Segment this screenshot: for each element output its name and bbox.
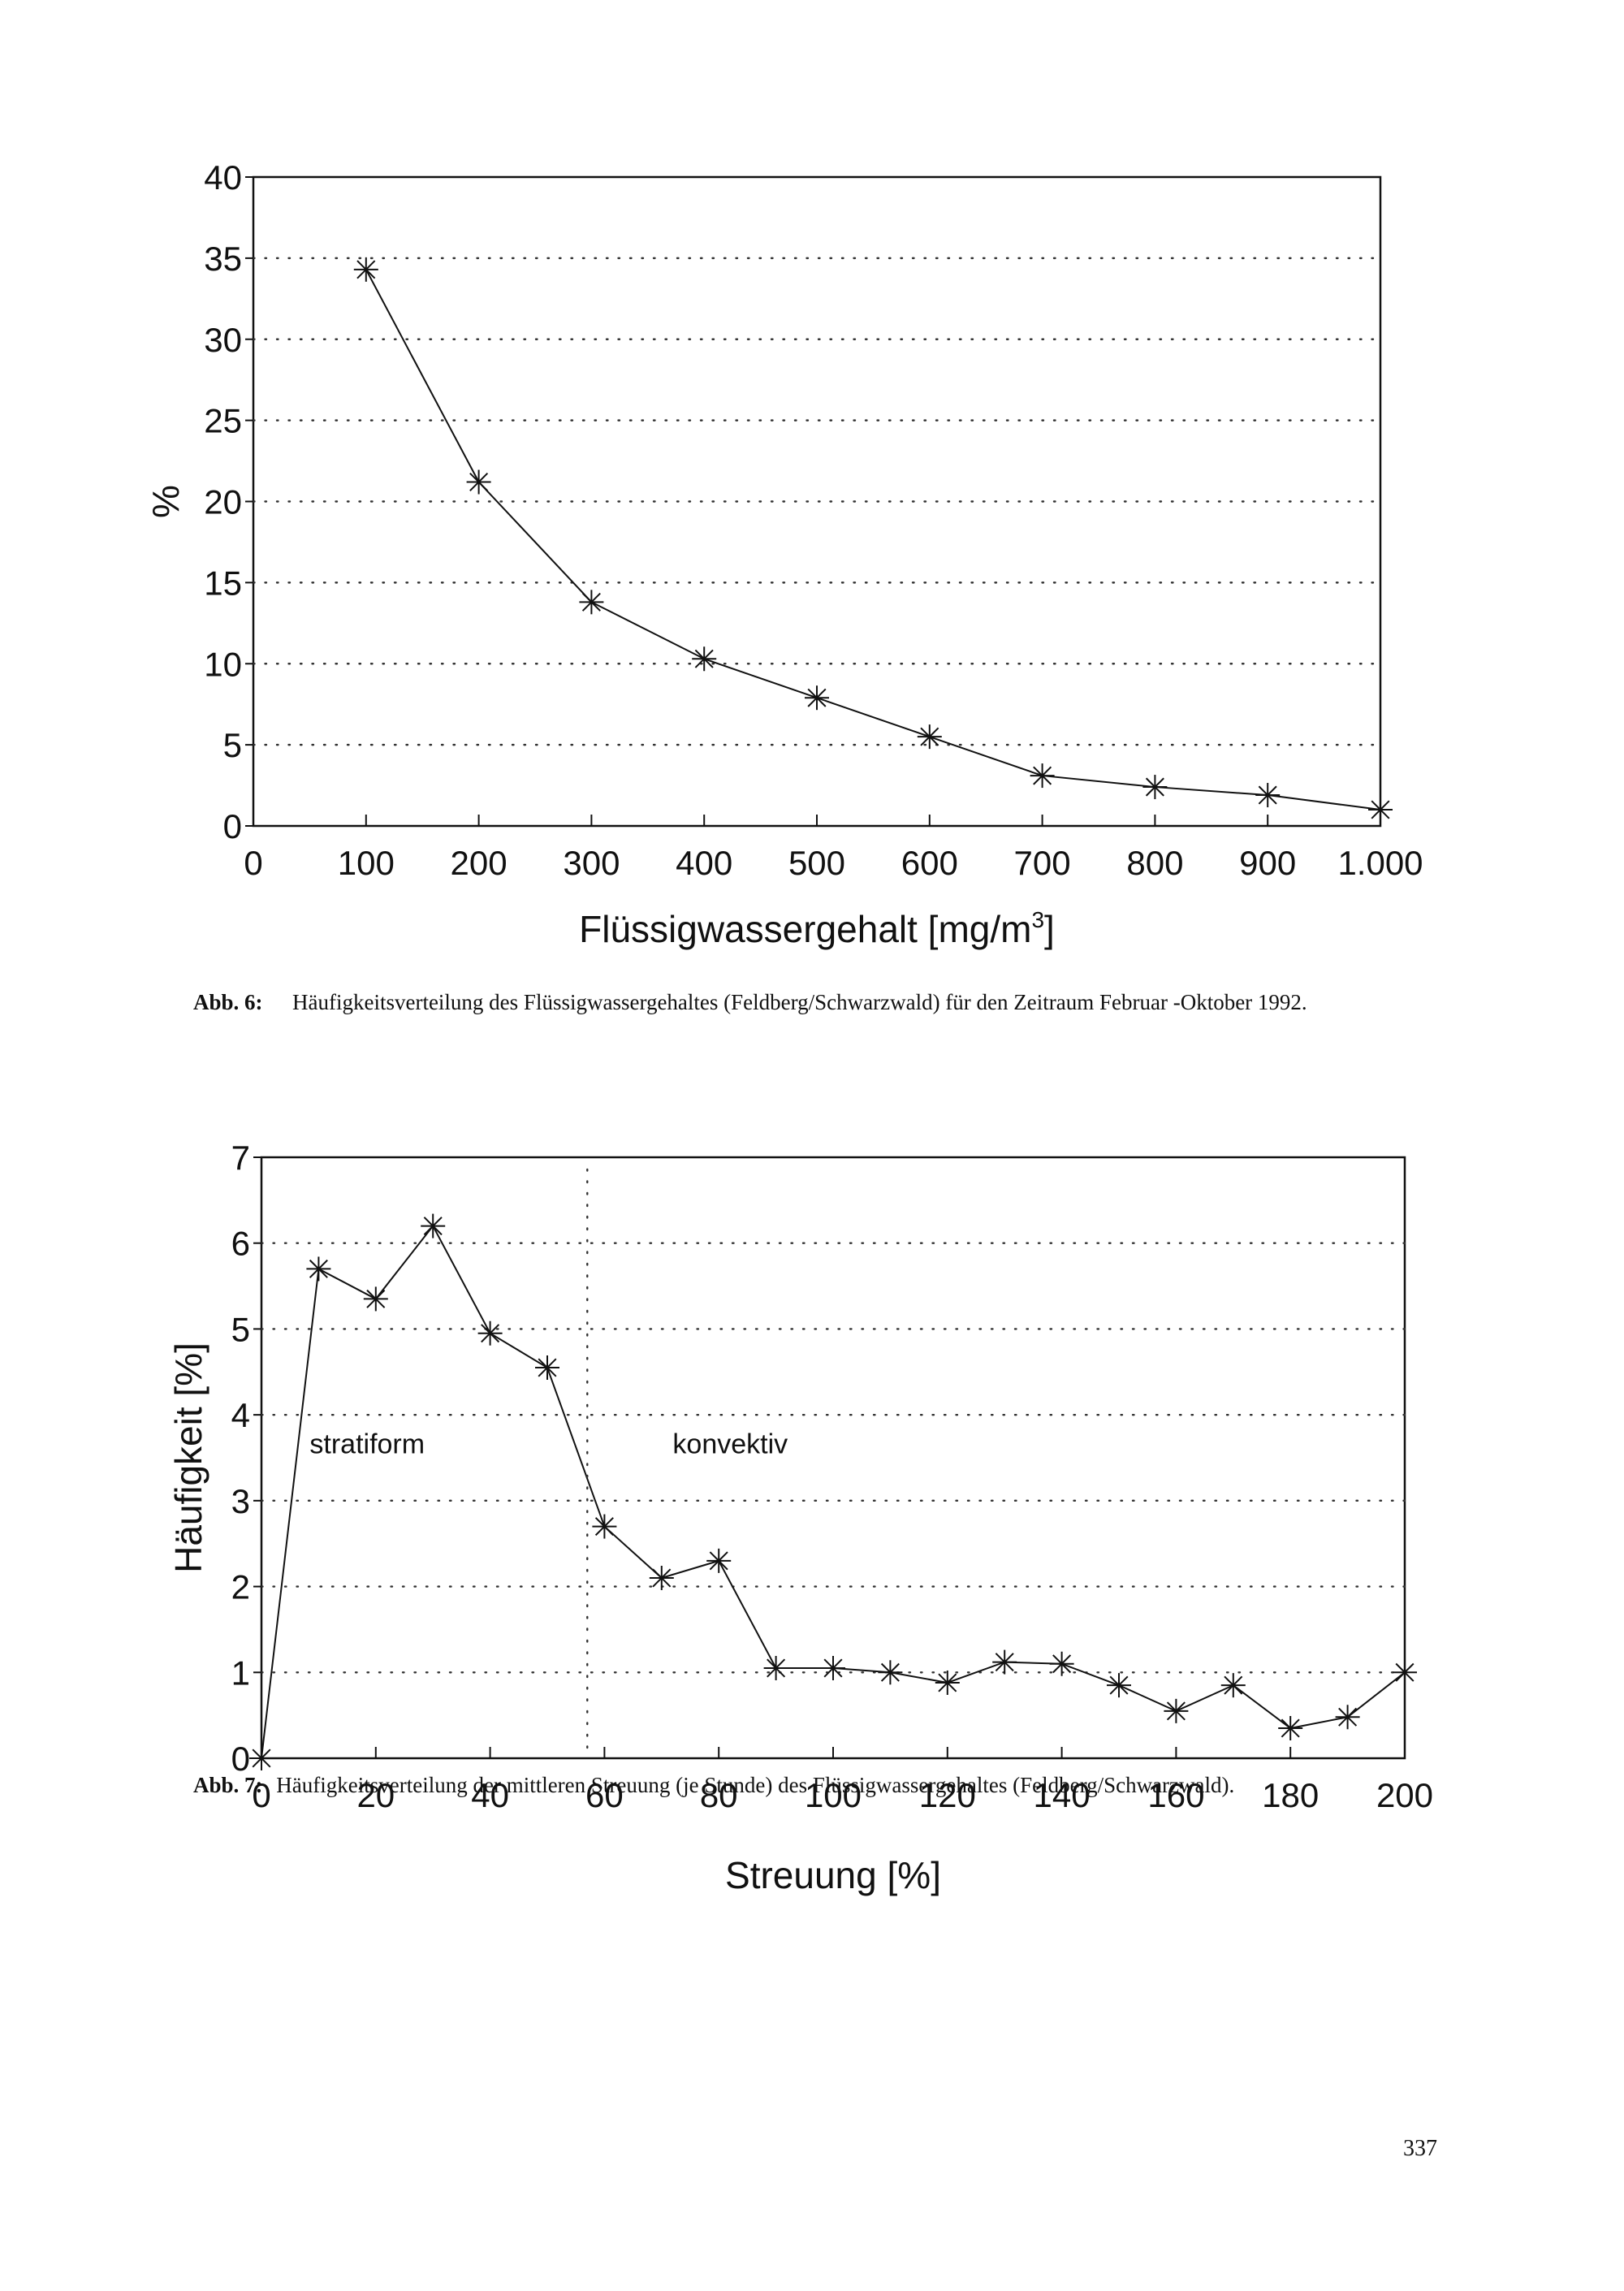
figure-7-text: Häufigkeitsverteilung der mittleren Stre…	[276, 1773, 1235, 1797]
data-point	[763, 1656, 788, 1680]
x-tick-label: 40	[471, 1776, 509, 1814]
data-point	[1368, 798, 1393, 823]
x-tick-label: 1.000	[1337, 844, 1423, 882]
x-tick-label: 300	[563, 844, 620, 882]
data-point	[917, 724, 942, 750]
y-tick-label: 5	[223, 726, 242, 764]
data-point	[363, 1286, 388, 1312]
x-tick-label: 200	[1376, 1776, 1433, 1814]
x-tick-label: 700	[1014, 844, 1071, 882]
x-tick-label: 0	[244, 844, 262, 882]
data-line	[365, 269, 1381, 811]
y-tick-label: 2	[231, 1568, 250, 1606]
data-point	[353, 257, 378, 282]
data-point	[1030, 763, 1055, 789]
data-point	[1107, 1673, 1131, 1698]
y-axis-label: %	[145, 485, 187, 518]
figure-6-caption: Abb. 6: Häufigkeitsverteilung des Flüssi…	[193, 989, 1436, 1016]
data-point	[1049, 1651, 1074, 1676]
x-tick-label: 80	[700, 1776, 738, 1814]
data-point	[249, 1746, 274, 1770]
x-tick-label: 140	[1034, 1776, 1091, 1814]
data-point	[821, 1656, 845, 1680]
x-axis-label: Flüssigwassergehalt [mg/m3]	[579, 907, 1055, 950]
data-point	[878, 1660, 903, 1685]
x-tick-label: 20	[356, 1776, 395, 1814]
data-point	[805, 685, 829, 711]
data-point	[1220, 1673, 1246, 1698]
y-tick-label: 20	[204, 483, 242, 521]
annotation-stratiform: stratiform	[309, 1429, 425, 1460]
figure-6-label: Abb. 6:	[193, 990, 263, 1014]
data-point	[706, 1548, 732, 1573]
data-point	[992, 1649, 1017, 1675]
x-tick-label: 60	[585, 1776, 624, 1814]
y-axis-label: Häufigkeit [%]	[167, 1342, 209, 1573]
y-tick-label: 30	[204, 321, 242, 359]
y-tick-label: 10	[204, 645, 242, 683]
data-point	[1393, 1660, 1417, 1685]
x-tick-label: 180	[1262, 1776, 1319, 1814]
x-tick-label: 0	[252, 1776, 270, 1814]
x-tick-label: 100	[338, 844, 395, 882]
x-tick-label: 100	[805, 1776, 862, 1814]
y-tick-label: 0	[231, 1740, 250, 1778]
data-point	[1335, 1705, 1360, 1730]
y-tick-label: 4	[231, 1396, 250, 1434]
y-tick-label: 3	[231, 1482, 250, 1520]
y-tick-label: 6	[231, 1225, 250, 1263]
x-tick-label: 600	[901, 844, 958, 882]
annotation-konvektiv: konvektiv	[672, 1429, 788, 1460]
data-point	[535, 1355, 559, 1380]
data-point	[306, 1256, 331, 1282]
data-point	[477, 1321, 503, 1346]
data-point	[466, 469, 491, 495]
x-tick-label: 800	[1126, 844, 1183, 882]
x-tick-label: 120	[919, 1776, 976, 1814]
x-tick-label: 900	[1239, 844, 1296, 882]
data-point	[1278, 1716, 1303, 1740]
x-axis-label: Streuung [%]	[725, 1854, 941, 1896]
data-point	[649, 1566, 674, 1590]
data-point	[421, 1213, 446, 1238]
chart-scatter-distribution: 0 1 2 3 4 5 6 7 0 20 40 60 80 100 120 140 160 180 200 Häufi…	[167, 1139, 1433, 1896]
data-point	[1142, 775, 1168, 800]
figure-7-caption: Abb. 7: Häufigkeitsverteilung der mittle…	[193, 1772, 1492, 1799]
y-tick-label: 5	[231, 1310, 250, 1348]
y-tick-label: 7	[231, 1139, 250, 1177]
data-point	[1164, 1698, 1189, 1723]
y-tick-label: 35	[204, 240, 242, 278]
x-tick-label: 160	[1147, 1776, 1204, 1814]
y-tick-label: 25	[204, 402, 242, 440]
x-tick-label: 500	[788, 844, 845, 882]
y-tick-label: 0	[223, 807, 242, 845]
data-point	[579, 590, 604, 615]
x-tick-label: 400	[676, 844, 732, 882]
data-point	[692, 646, 717, 672]
page-number: 337	[1403, 2136, 1437, 2161]
y-tick-label: 40	[204, 158, 242, 197]
data-point	[935, 1670, 960, 1695]
x-tick-label: 200	[451, 844, 508, 882]
y-tick-label: 1	[231, 1653, 250, 1692]
data-point	[592, 1514, 617, 1539]
data-point	[1255, 783, 1281, 808]
y-tick-label: 15	[204, 564, 242, 602]
figure-6-text: Häufigkeitsverteilung des Flüssigwasserg…	[292, 990, 1307, 1014]
figure-7-label: Abb. 7:	[193, 1773, 263, 1797]
plot-frame	[252, 175, 1382, 828]
